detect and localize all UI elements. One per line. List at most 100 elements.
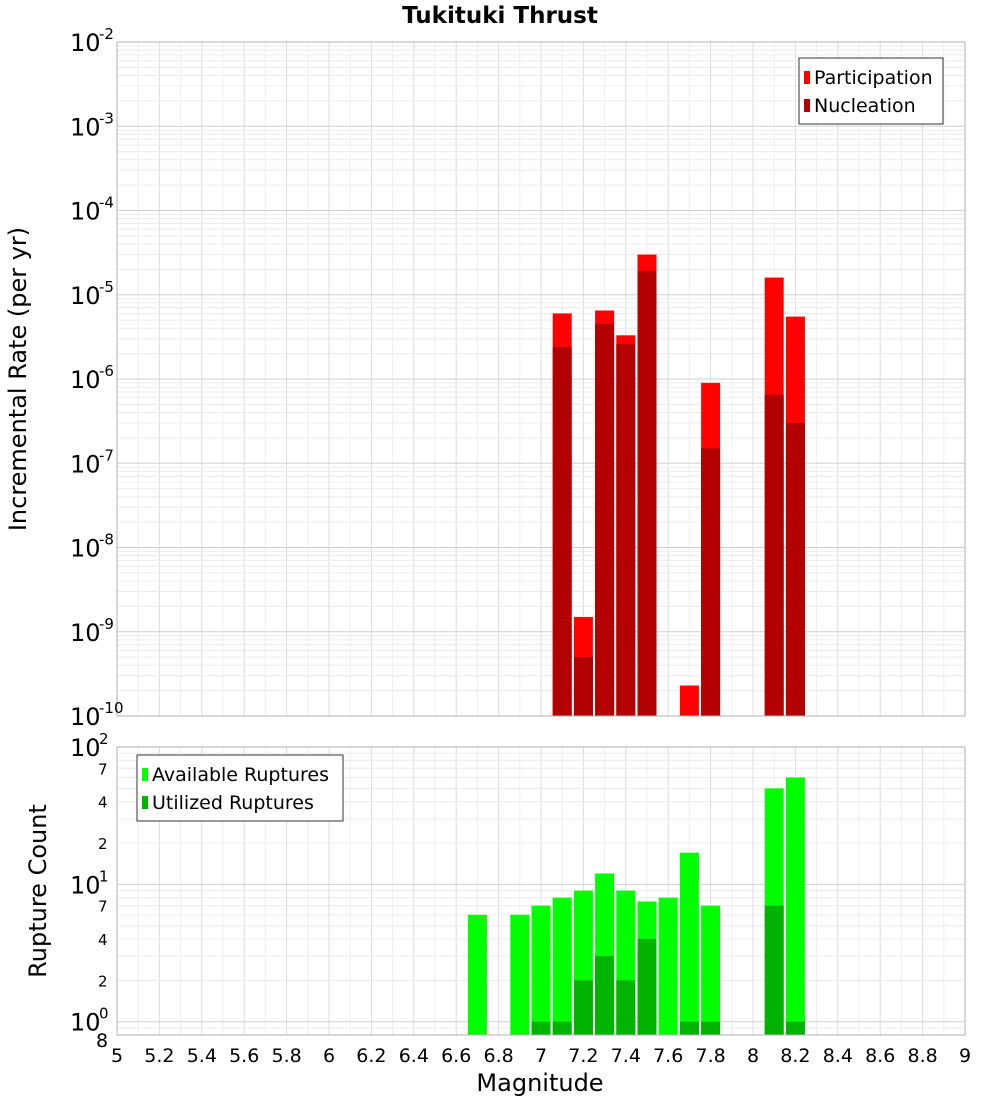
bar-nucleation bbox=[595, 323, 615, 716]
y-tick-label: 10 bbox=[70, 198, 101, 226]
gridlines-rate bbox=[116, 41, 966, 717]
x-tick-label: 6.2 bbox=[356, 1045, 386, 1067]
legend-rate: Participation Nucleation bbox=[798, 57, 944, 125]
x-tick-label: 7.2 bbox=[568, 1045, 598, 1067]
legend-label: Available Ruptures bbox=[152, 764, 329, 786]
y-tick-exponent: 1 bbox=[99, 867, 109, 885]
y-tick-label: 10 bbox=[70, 871, 101, 899]
bar-utilized-ruptures bbox=[531, 1021, 551, 1035]
x-tick-label: 8 bbox=[747, 1045, 759, 1067]
x-tick-label: 6.8 bbox=[483, 1045, 513, 1067]
legend-label: Participation bbox=[814, 67, 933, 89]
y-tick-label: 10 bbox=[70, 1009, 101, 1037]
y-tick-label: 10 bbox=[70, 366, 101, 394]
y-tick-exponent: -6 bbox=[99, 362, 114, 380]
bar-nucleation bbox=[785, 423, 805, 716]
y-tick-exponent: -5 bbox=[99, 278, 114, 296]
y-minor-tick-label: 7 bbox=[98, 760, 108, 778]
y-tick-exponent: 2 bbox=[99, 730, 109, 748]
y-tick-label: 10 bbox=[70, 619, 101, 647]
legend-box bbox=[136, 754, 344, 822]
plot-border-rate bbox=[116, 41, 966, 717]
bar-available-ruptures bbox=[531, 905, 551, 1035]
y-minor-tick-label: 8 bbox=[96, 1030, 108, 1052]
y-tick-exponent: -8 bbox=[99, 531, 114, 549]
x-tick-label: 7.6 bbox=[653, 1045, 683, 1067]
y-tick-label: 10 bbox=[70, 703, 101, 731]
bar-available-ruptures bbox=[510, 914, 530, 1035]
bar-nucleation bbox=[701, 448, 721, 716]
y-minor-tick-label: 2 bbox=[98, 972, 108, 990]
legend-swatch-nucleation bbox=[804, 99, 810, 112]
y-tick-exponent: -10 bbox=[99, 699, 124, 717]
y-axis-title-count: Rupture Count bbox=[24, 804, 52, 978]
bar-utilized-ruptures bbox=[637, 939, 657, 1035]
bar-available-ruptures bbox=[785, 777, 805, 1035]
y-tick-exponent: 0 bbox=[99, 1005, 109, 1023]
bars-count bbox=[467, 777, 805, 1035]
x-tick-label: 5.8 bbox=[271, 1045, 301, 1067]
x-tick-label: 8.6 bbox=[865, 1045, 895, 1067]
legend-swatch-available-ruptures bbox=[142, 768, 148, 781]
x-tick-label: 7 bbox=[535, 1045, 547, 1067]
y-minor-tick-label: 4 bbox=[98, 794, 108, 812]
bar-utilized-ruptures bbox=[679, 1021, 699, 1035]
x-tick-label: 7.4 bbox=[611, 1045, 641, 1067]
bar-available-ruptures bbox=[552, 897, 572, 1035]
bar-utilized-ruptures bbox=[785, 1021, 805, 1035]
x-tick-label: 5.6 bbox=[229, 1045, 259, 1067]
bar-utilized-ruptures bbox=[701, 1021, 721, 1035]
x-axis-title: Magnitude bbox=[476, 1069, 603, 1097]
legend-box bbox=[798, 57, 944, 125]
legend-swatch-participation bbox=[804, 71, 810, 84]
y-tick-label: 10 bbox=[70, 450, 101, 478]
bar-nucleation bbox=[764, 394, 784, 716]
y-minor-tick-label: 4 bbox=[98, 931, 108, 949]
y-tick-label: 10 bbox=[70, 29, 101, 57]
y-minor-tick-label: 7 bbox=[98, 898, 108, 916]
bar-available-ruptures bbox=[679, 852, 699, 1035]
bar-utilized-ruptures bbox=[595, 956, 615, 1035]
legend-label: Utilized Ruptures bbox=[152, 792, 314, 814]
y-tick-exponent: -3 bbox=[99, 109, 114, 127]
x-tick-label: 6.6 bbox=[441, 1045, 471, 1067]
bar-nucleation bbox=[552, 346, 572, 716]
bar-available-ruptures bbox=[658, 897, 678, 1035]
bar-nucleation bbox=[616, 344, 636, 716]
x-tick-label: 8.8 bbox=[907, 1045, 937, 1067]
y-minor-tick-label: 2 bbox=[98, 835, 108, 853]
x-tick-label: 6.4 bbox=[399, 1045, 429, 1067]
legend-label: Nucleation bbox=[814, 95, 916, 117]
legend-count: Available Ruptures Utilized Ruptures bbox=[136, 754, 344, 822]
plot-border-count bbox=[116, 746, 966, 1036]
bar-utilized-ruptures bbox=[552, 1021, 572, 1035]
bar-available-ruptures bbox=[467, 914, 487, 1035]
y-tick-label: 10 bbox=[70, 282, 101, 310]
x-tick-label: 9 bbox=[959, 1045, 971, 1067]
bar-nucleation bbox=[573, 657, 593, 716]
y-tick-label: 10 bbox=[70, 535, 101, 563]
x-tick-label: 8.4 bbox=[823, 1045, 853, 1067]
x-tick-label: 6 bbox=[323, 1045, 335, 1067]
bar-available-ruptures bbox=[701, 905, 721, 1035]
legend-swatch-utilized-ruptures bbox=[142, 796, 148, 809]
bar-nucleation bbox=[637, 271, 657, 716]
x-tick-label: 5.2 bbox=[144, 1045, 174, 1067]
bar-participation bbox=[679, 685, 699, 716]
x-tick-labels: 5 5.2 5.4 5.6 5.8 6 6.2 6.4 6.6 6.8 7 7.2 7.4 7.6 7.8 8… bbox=[111, 1045, 971, 1067]
x-tick-label: 5.4 bbox=[187, 1045, 217, 1067]
bars-rate bbox=[552, 254, 805, 716]
x-tick-label: 7.8 bbox=[695, 1045, 725, 1067]
bar-utilized-ruptures bbox=[616, 980, 636, 1035]
y-tick-label: 10 bbox=[70, 734, 101, 762]
y-tick-labels-rate: 10-210-310-410-510-610-710-810-910-10 bbox=[70, 25, 124, 731]
y-axis-title-rate: Incremental Rate (per yr) bbox=[4, 227, 32, 531]
y-tick-exponent: -2 bbox=[99, 25, 114, 43]
bar-utilized-ruptures bbox=[573, 980, 593, 1035]
x-tick-label: 5 bbox=[111, 1045, 123, 1067]
bar-utilized-ruptures bbox=[764, 905, 784, 1035]
y-tick-label: 10 bbox=[70, 113, 101, 141]
